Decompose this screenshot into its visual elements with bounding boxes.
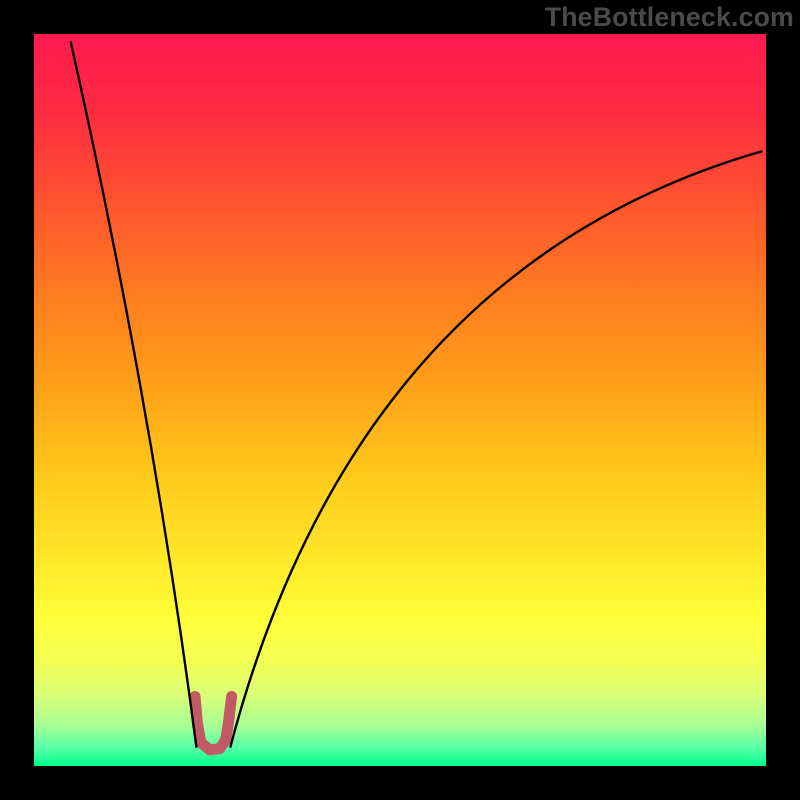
watermark-text: TheBottleneck.com [545, 2, 794, 33]
bottleneck-chart [0, 0, 800, 800]
chart-stage: TheBottleneck.com [0, 0, 800, 800]
